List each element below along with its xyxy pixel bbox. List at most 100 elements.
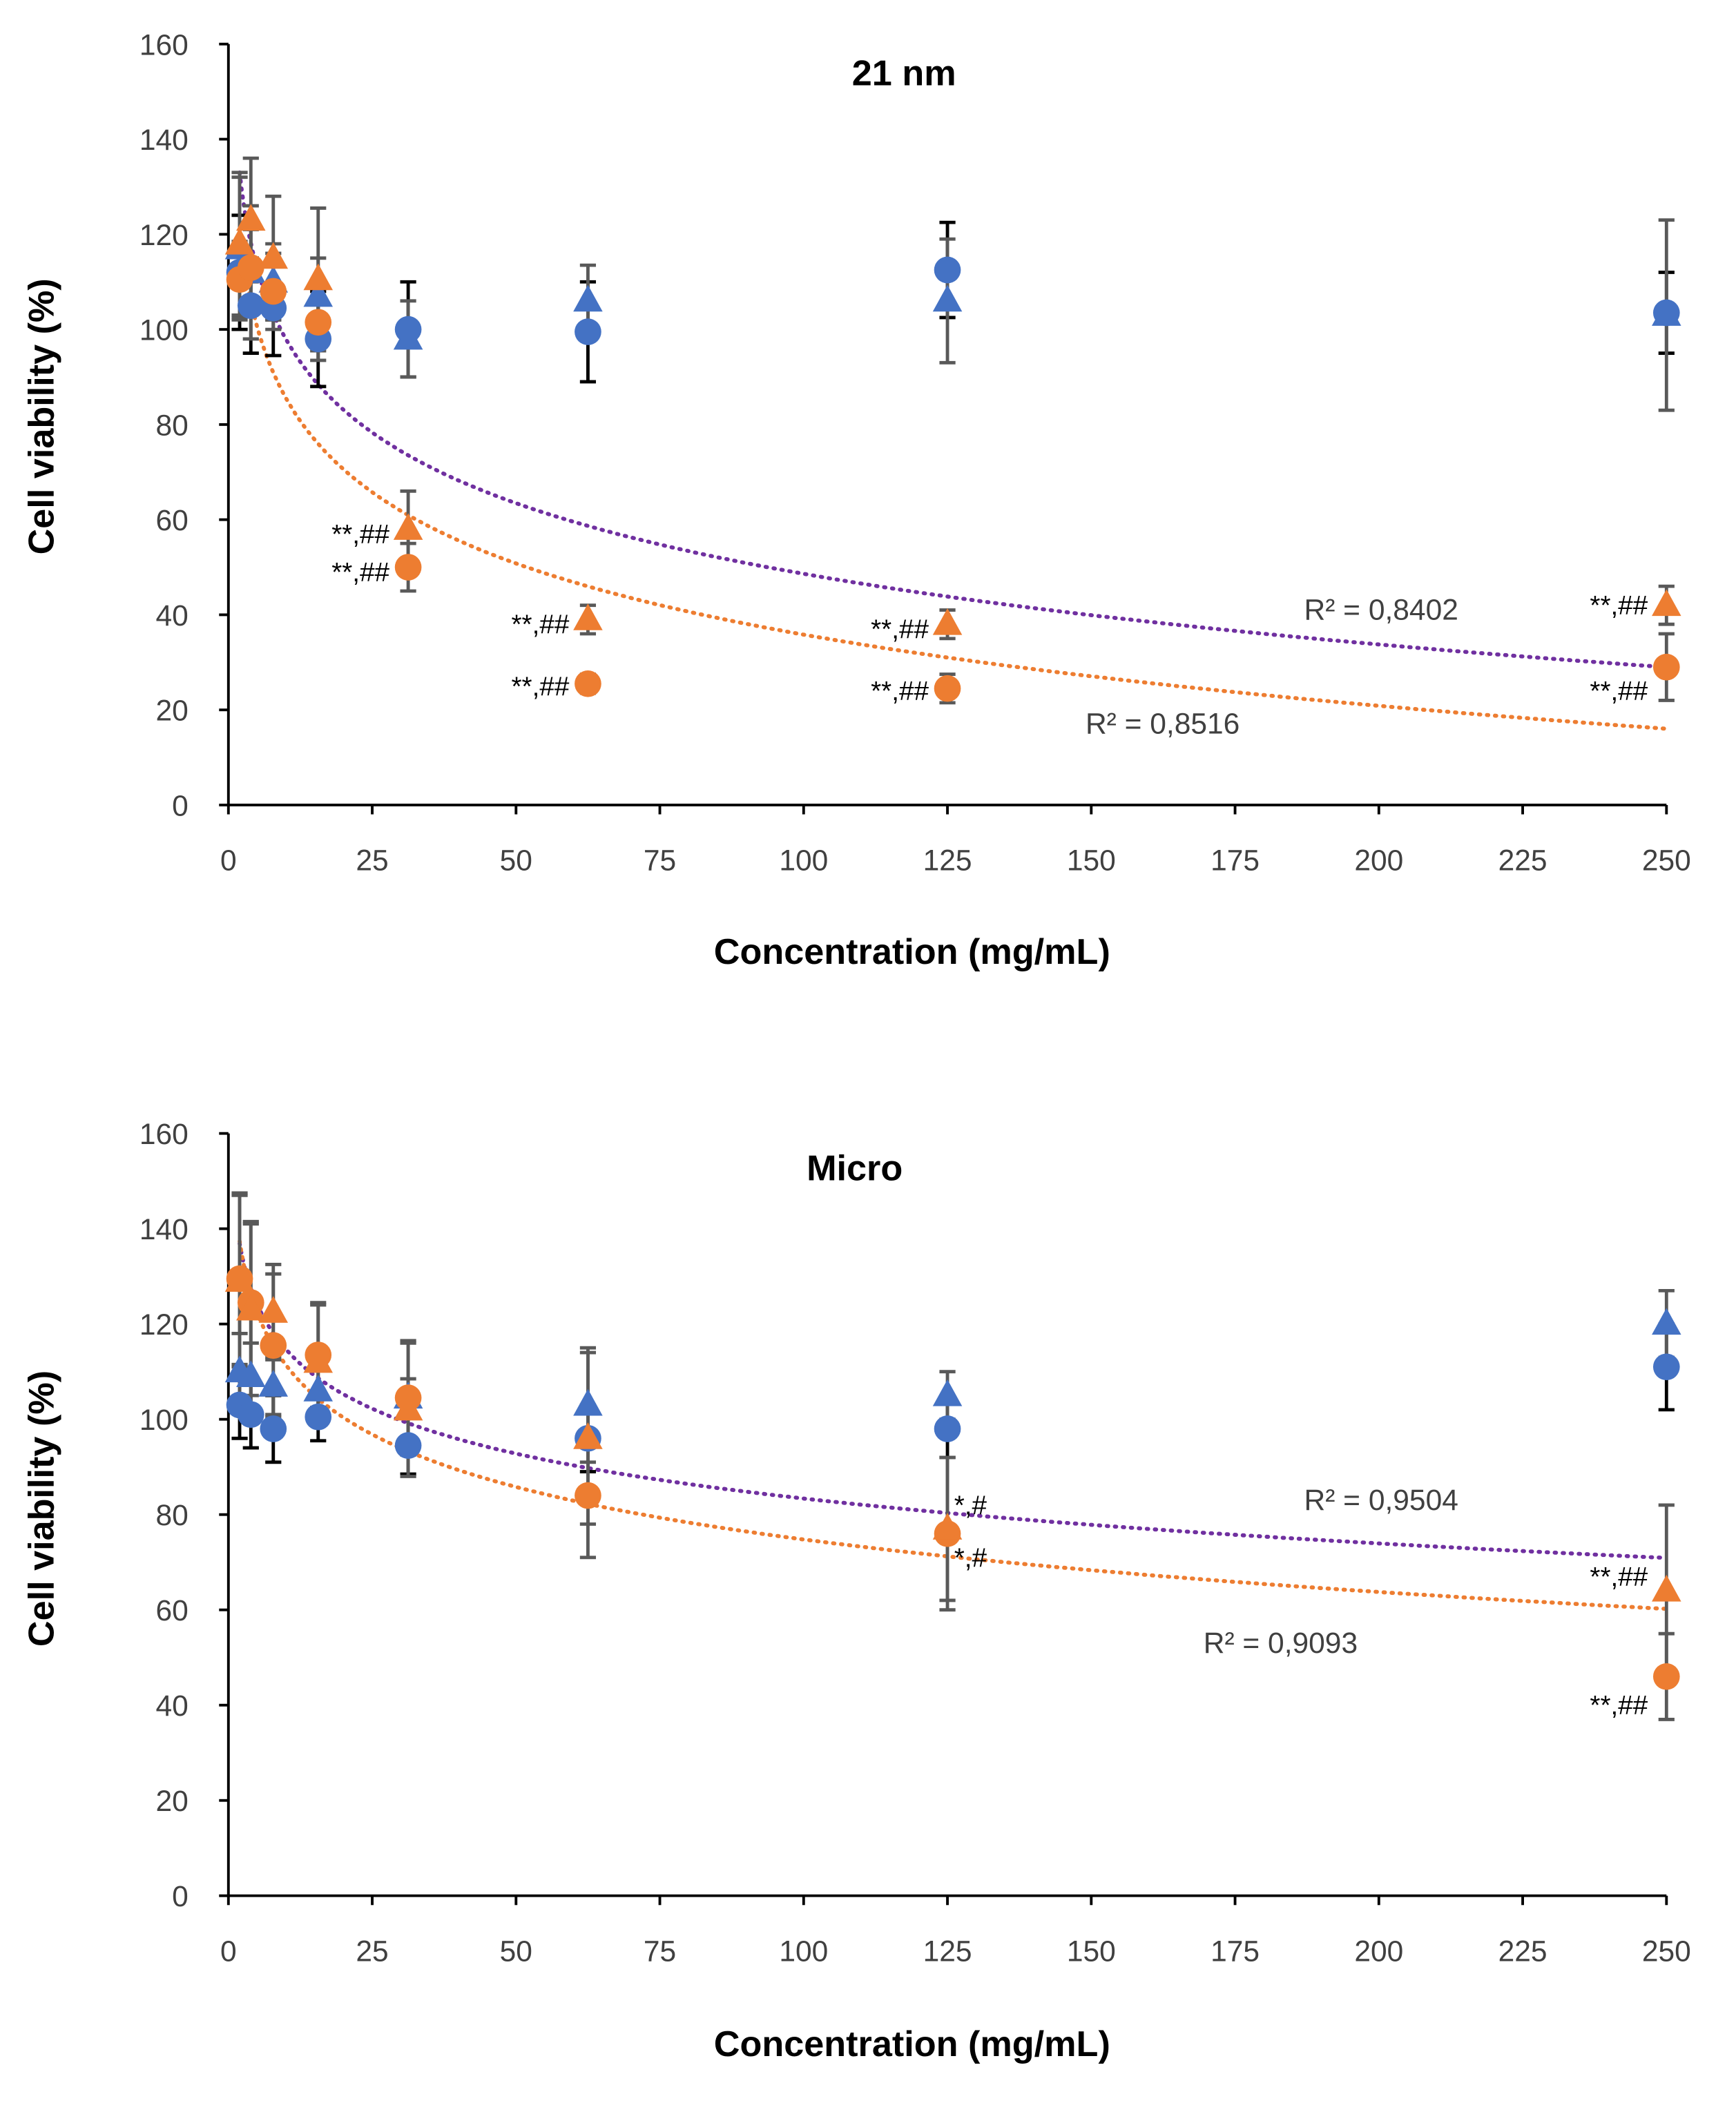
y-tick-label: 60 [155, 1594, 188, 1627]
x-tick-label: 200 [1354, 844, 1403, 878]
data-point-triangle [573, 1388, 603, 1416]
data-point-circle [237, 254, 264, 281]
x-tick-label: 125 [923, 844, 972, 878]
y-axis-title: Cell viability (%) [21, 278, 61, 554]
data-point-circle [260, 1332, 287, 1359]
trendline-1 [238, 228, 1669, 731]
data-point-triangle [236, 1360, 266, 1388]
y-tick-label: 140 [139, 124, 189, 157]
y-tick-label: 100 [139, 314, 189, 347]
x-tick-label: 25 [356, 1935, 388, 1968]
x-tick-label: 25 [356, 844, 388, 878]
significance-annotation: **,## [1590, 1691, 1648, 1721]
r-squared-label: R² = 0,8516 [1086, 708, 1240, 741]
data-point-triangle [573, 284, 603, 312]
data-point-circle [394, 1432, 422, 1459]
data-point-triangle [224, 227, 255, 255]
x-tick-label: 100 [779, 844, 828, 878]
y-tick-label: 40 [155, 599, 188, 632]
y-tick-label: 120 [139, 1308, 189, 1341]
y-tick-label: 80 [155, 409, 188, 442]
chart-title: 21 nm [852, 54, 956, 94]
significance-annotation: **,## [1590, 591, 1648, 621]
x-axis-title: Concentration (mg/mL) [714, 932, 1110, 972]
data-point-circle [394, 554, 422, 581]
significance-annotation: **,## [512, 610, 570, 640]
x-tick-label: 100 [779, 1935, 828, 1968]
data-point-circle [1652, 1663, 1680, 1690]
r-squared-label: R² = 0,8402 [1304, 593, 1458, 626]
data-point-triangle [932, 284, 963, 312]
data-point-triangle [932, 1513, 963, 1540]
data-point-triangle [573, 603, 603, 630]
y-axis-title: Cell viability (%) [21, 1370, 61, 1647]
y-tick-label: 20 [155, 1785, 188, 1818]
data-point-circle [575, 1482, 601, 1509]
r-squared-label: R² = 0,9504 [1304, 1484, 1458, 1517]
significance-annotation: **,## [871, 677, 929, 706]
data-point-triangle [1652, 1574, 1681, 1602]
y-tick-label: 20 [155, 695, 188, 728]
data-point-circle [305, 309, 332, 336]
data-point-circle [934, 675, 961, 702]
significance-annotation: *,# [954, 1491, 987, 1520]
data-point-triangle [932, 608, 963, 635]
x-tick-label: 150 [1067, 1935, 1116, 1968]
significance-annotation: *,# [954, 1543, 987, 1573]
x-tick-label: 200 [1354, 1935, 1403, 1968]
x-tick-label: 225 [1498, 1935, 1547, 1968]
data-point-circle [1652, 653, 1680, 681]
y-tick-label: 40 [155, 1689, 188, 1723]
x-tick-label: 150 [1067, 844, 1116, 878]
x-axis-title: Concentration (mg/mL) [714, 2024, 1110, 2064]
data-point-triangle [303, 280, 334, 307]
x-tick-label: 175 [1211, 844, 1260, 878]
x-tick-label: 0 [220, 1935, 237, 1968]
data-point-circle [237, 292, 264, 320]
x-tick-label: 75 [644, 1935, 676, 1968]
significance-annotation: **,## [1590, 677, 1648, 706]
x-tick-label: 125 [923, 1935, 972, 1968]
data-point-triangle [258, 1370, 289, 1397]
significance-annotation: **,## [331, 520, 389, 550]
data-point-circle [260, 278, 287, 305]
significance-annotation: **,## [1590, 1562, 1648, 1592]
data-point-triangle [573, 1422, 603, 1449]
data-point-triangle [1652, 299, 1681, 326]
y-tick-label: 60 [155, 504, 188, 537]
significance-annotation: **,## [512, 672, 570, 701]
data-point-triangle [303, 1375, 334, 1402]
data-point-circle [1652, 1353, 1680, 1381]
x-tick-label: 250 [1642, 1935, 1691, 1968]
data-point-circle [934, 1415, 961, 1442]
data-point-triangle [393, 513, 423, 540]
data-point-circle [934, 256, 961, 284]
data-point-triangle [1652, 589, 1681, 617]
x-tick-label: 75 [644, 844, 676, 878]
y-tick-label: 120 [139, 219, 189, 252]
significance-annotation: **,## [871, 615, 929, 645]
data-point-triangle [258, 242, 289, 269]
chart-title: Micro [807, 1148, 903, 1188]
data-point-triangle [303, 1346, 334, 1373]
data-point-circle [260, 1415, 287, 1442]
y-tick-label: 160 [139, 28, 189, 61]
data-point-circle [305, 1403, 332, 1431]
data-point-triangle [303, 263, 334, 291]
x-tick-label: 0 [220, 844, 237, 878]
r-squared-label: R² = 0,9093 [1204, 1627, 1358, 1660]
x-tick-label: 175 [1211, 1935, 1260, 1968]
x-tick-label: 50 [500, 1935, 532, 1968]
data-point-triangle [236, 204, 266, 231]
y-tick-label: 80 [155, 1499, 188, 1532]
data-point-triangle [932, 1379, 963, 1406]
significance-annotation: **,## [331, 558, 389, 588]
data-point-triangle [393, 322, 423, 350]
data-point-circle [575, 670, 601, 697]
y-tick-label: 140 [139, 1213, 189, 1246]
x-tick-label: 225 [1498, 844, 1547, 878]
y-tick-label: 100 [139, 1404, 189, 1437]
trendline-0 [238, 170, 1669, 670]
y-tick-label: 0 [172, 789, 189, 822]
